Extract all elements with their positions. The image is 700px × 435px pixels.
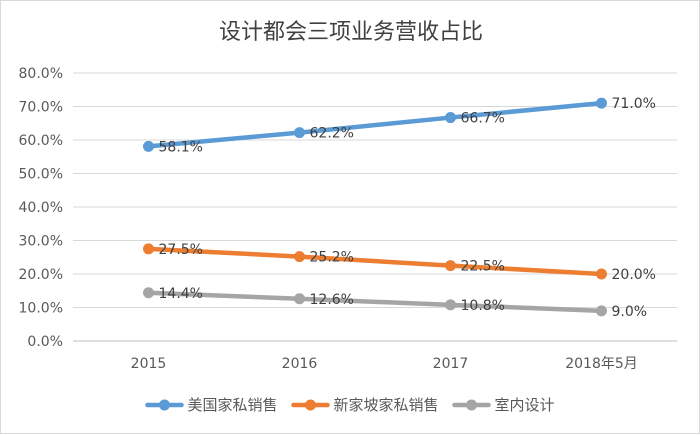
legend-swatch-marker [304,399,316,411]
legend-swatch-marker [158,399,170,411]
data-point[interactable] [294,127,305,139]
data-point[interactable] [143,140,154,152]
data-label: 58.1% [159,139,203,155]
data-label: 27.5% [159,242,203,258]
x-tick-label: 2015 [131,356,167,372]
data-point[interactable] [596,97,607,109]
y-tick-label: 80.0% [19,66,63,82]
y-tick-label: 50.0% [19,167,63,183]
data-point[interactable] [445,260,456,272]
data-label: 22.5% [461,259,505,275]
data-point[interactable] [294,293,305,305]
data-point[interactable] [596,268,607,280]
x-tick-label: 2018年5月 [565,356,638,372]
legend-label: 新家坡家私销售 [333,396,438,414]
data-label: 14.4% [159,286,203,302]
data-label: 66.7% [461,111,505,127]
data-label: 62.2% [310,126,354,142]
gridlines [73,72,677,342]
data-point[interactable] [143,287,154,299]
data-label: 25.2% [310,250,354,266]
x-tick-label: 2017 [433,356,469,372]
data-label: 71.0% [612,96,656,112]
data-point[interactable] [294,251,305,263]
legend[interactable]: 美国家私销售 新家坡家私销售 室内设计 [145,396,555,414]
y-tick-label: 20.0% [19,267,63,283]
y-tick-label: 0.0% [27,334,63,350]
legend-item[interactable]: 美国家私销售 [145,396,277,414]
y-axis-ticks: 0.0% 10.0% 20.0% 30.0% 40.0% 50.0% 60.0% 70.0% 8… [19,66,63,350]
data-label: 10.8% [461,298,505,314]
series-group [143,97,607,317]
legend-swatch-marker [466,399,478,411]
y-tick-label: 10.0% [19,301,63,317]
data-point[interactable] [596,305,607,317]
data-point[interactable] [445,112,456,124]
legend-item[interactable]: 室内设计 [452,396,555,414]
series-line [146,246,604,277]
legend-label: 室内设计 [495,396,555,414]
y-tick-label: 60.0% [19,133,63,149]
legend-item[interactable]: 新家坡家私销售 [291,396,439,414]
data-label: 12.6% [310,292,354,308]
series-line [146,290,604,314]
y-tick-label: 70.0% [19,100,63,116]
data-label: 9.0% [612,304,648,320]
x-tick-label: 2016 [282,356,318,372]
data-labels: 58.1% 62.2% 66.7% 71.0% 27.5% 25.2% 22.5% 20.0%… [159,96,656,320]
data-point[interactable] [143,243,154,255]
series-line [146,100,604,149]
y-tick-label: 30.0% [19,234,63,250]
data-point[interactable] [445,299,456,311]
y-tick-label: 40.0% [19,200,63,216]
x-axis-ticks: 2015 2016 2017 2018年5月 [131,356,638,372]
legend-label: 美国家私销售 [187,396,277,414]
chart-title: 设计都会三项业务营收占比 [219,20,483,45]
data-label: 20.0% [612,267,656,283]
